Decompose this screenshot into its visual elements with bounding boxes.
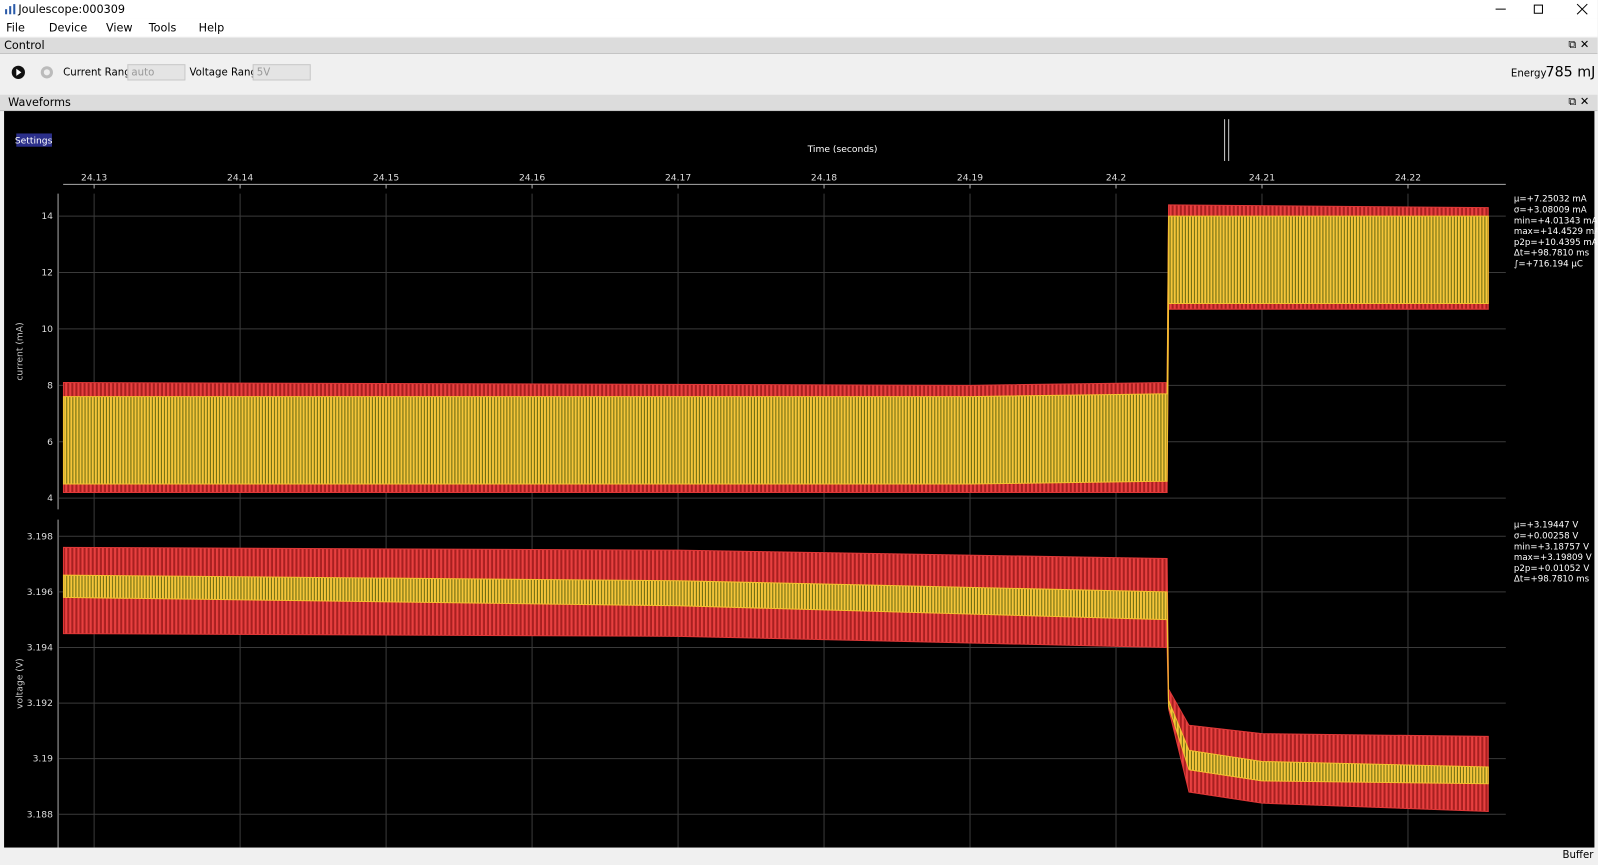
current-range-select[interactable]: auto	[127, 64, 186, 81]
y-tick-label: 8	[47, 380, 53, 391]
y-axis-label: voltage (V)	[14, 658, 25, 709]
x-tick-label: 24.14	[227, 172, 253, 183]
y-tick-label: 3.198	[27, 531, 53, 542]
restore[interactable]	[1533, 4, 1543, 14]
panel-buttons[interactable]: ⧉ ✕	[1568, 94, 1590, 108]
y-tick-label: 12	[41, 268, 53, 279]
control-buttons	[11, 65, 53, 79]
statistic: p2p=+0.01052 V	[1514, 564, 1589, 574]
energy-label: Energy	[1510, 68, 1547, 80]
x-tick-label: 24.19	[957, 172, 983, 183]
y-tick-label: 6	[47, 437, 53, 448]
statistic: ∫=+716.194 μC	[1514, 260, 1583, 270]
status-text: Buffer	[1562, 849, 1594, 861]
menu-item[interactable]: Tools	[148, 21, 177, 35]
y-tick-label: 14	[41, 211, 53, 222]
statistic: min=+3.18757 V	[1514, 542, 1589, 552]
waveforms-header: Waveforms ⧉ ✕	[0, 94, 1598, 112]
y-tick-label: 3.19	[33, 754, 54, 765]
title-bar	[0, 0, 1598, 19]
y-tick-label: 3.192	[27, 698, 53, 709]
statistic: σ=+0.00258 V	[1514, 532, 1578, 542]
panel-title: Control	[4, 38, 45, 52]
status-bar: Buffer	[0, 847, 1598, 865]
energy-value: 785 mJ	[1545, 64, 1596, 81]
menu-item[interactable]: Device	[48, 21, 88, 35]
x-tick-label: 24.18	[811, 172, 837, 183]
statistic: max=+14.4529 mA	[1514, 227, 1598, 237]
menu-item[interactable]: Help	[198, 21, 225, 35]
x-tick-label: 24.2	[1106, 172, 1126, 183]
statistic: Δt=+98.7810 ms	[1514, 575, 1590, 585]
current-range-label: Current Range	[63, 67, 137, 79]
statistic: p2p=+10.4395 mA	[1514, 238, 1598, 248]
y-tick-label: 3.188	[27, 809, 53, 820]
statistic: μ=+7.25032 mA	[1514, 195, 1587, 205]
statistic: min=+4.01343 mA	[1514, 216, 1598, 226]
y-tick-label: 3.194	[27, 643, 53, 654]
statistic: Δt=+98.7810 ms	[1514, 249, 1590, 259]
window-controls	[1495, 3, 1588, 15]
voltage-range-label: Voltage Range	[189, 67, 264, 79]
x-tick-label: 24.16	[519, 172, 545, 183]
x-tick-label: 24.17	[665, 172, 691, 183]
y-tick-label: 4	[47, 493, 53, 504]
menu-bar: File Device View Tools Help	[0, 18, 1598, 37]
settings-label[interactable]: Settings	[15, 136, 53, 147]
settings-button[interactable]	[16, 133, 52, 147]
statistic: μ=+3.19447 V	[1514, 521, 1578, 531]
signal-band	[62, 574, 1489, 785]
panel-buttons[interactable]: ⧉ ✕	[1568, 37, 1590, 51]
y-tick-label: 10	[41, 324, 53, 335]
y-axis-label: current (mA)	[14, 322, 25, 380]
voltage-range-select[interactable]: 5V	[252, 64, 311, 81]
menu-item[interactable]: View	[105, 21, 133, 35]
close[interactable]	[1576, 3, 1588, 15]
menu-item[interactable]: File	[6, 21, 25, 35]
y-tick-label: 3.196	[27, 587, 53, 598]
statistic: σ=+3.08009 mA	[1514, 206, 1587, 216]
signal-band	[62, 215, 1489, 485]
x-tick-label: 24.13	[81, 172, 107, 183]
app-icon	[5, 4, 16, 15]
x-axis-label: Time (seconds)	[807, 144, 878, 155]
statistic: max=+3.19809 V	[1514, 553, 1592, 563]
control-header: Control ⧉ ✕	[0, 37, 1598, 54]
x-tick-label: 24.15	[373, 172, 399, 183]
panel-title: Waveforms	[8, 95, 71, 110]
window-title: Joulescope:000309	[18, 3, 126, 17]
x-tick-label: 24.21	[1249, 172, 1275, 183]
x-tick-label: 24.22	[1395, 172, 1421, 183]
